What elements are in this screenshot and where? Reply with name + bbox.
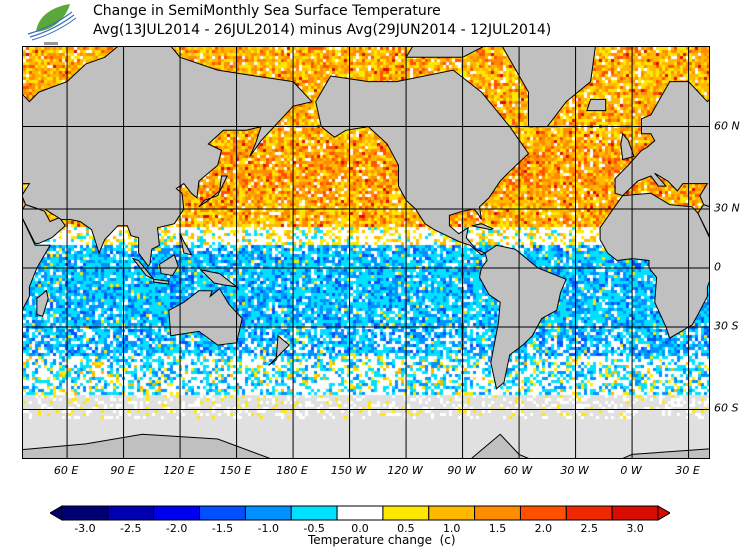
lon-label: 0 W	[620, 464, 642, 477]
chart-title: Change in SemiMonthly Sea Surface Temper…	[93, 3, 441, 19]
colorbar-swatch	[336, 505, 384, 521]
colorbar-label: 2.0	[534, 522, 553, 535]
lon-label: 30 E	[675, 464, 700, 477]
lon-label: 180 E	[276, 464, 308, 477]
land-south-america	[478, 244, 567, 390]
colorbar	[50, 505, 670, 521]
colorbar-label: 3.0	[626, 522, 644, 535]
colorbar-label: 2.5	[580, 522, 598, 535]
land-north-america	[315, 69, 530, 256]
land-eurasia	[614, 81, 709, 207]
colorbar-swatch	[382, 505, 430, 521]
land-arabia	[697, 203, 709, 237]
land-and-grid	[23, 47, 709, 458]
colorbar-arrow-low	[50, 505, 63, 521]
colorbar-label: 1.0	[442, 522, 461, 535]
chart-subtitle: Avg(13JUL2014 - 26JUL2014) minus Avg(29J…	[93, 22, 552, 38]
land-arctic-islands	[405, 47, 484, 58]
land-africa	[23, 218, 51, 310]
colorbar-swatch	[290, 505, 338, 521]
colorbar-label: -3.0	[74, 522, 96, 535]
colorbar-swatch	[244, 505, 292, 521]
lon-label: 60 W	[503, 464, 533, 477]
colorbar-swatch	[474, 505, 521, 521]
lon-label: 120 W	[387, 464, 423, 477]
land-australia	[168, 287, 243, 346]
colorbar-swatch	[199, 505, 246, 521]
lat-label: 0	[714, 260, 721, 274]
colorbar-label: -1.0	[257, 522, 280, 535]
colorbar-title: Temperature change (c)	[308, 533, 456, 547]
lon-label: 30 W	[560, 464, 589, 477]
lat-label: 60 N	[714, 119, 740, 133]
colorbar-swatch	[611, 505, 659, 521]
lon-label: 60 E	[53, 464, 79, 477]
colorbar-swatch	[428, 505, 476, 521]
lat-label: 30 N	[714, 201, 740, 215]
land-madagascar	[36, 289, 49, 318]
land-antarctica	[471, 433, 709, 458]
colorbar-swatch	[61, 505, 109, 521]
colorbar-label: -0.5	[303, 522, 325, 535]
land-antarctica	[23, 433, 271, 458]
land-borneo	[158, 254, 179, 277]
sst-change-map	[22, 46, 710, 459]
colorbar-label: -2.5	[120, 522, 142, 535]
land-eurasia	[23, 47, 313, 267]
colorbar-arrow-high	[657, 505, 670, 521]
colorbar-swatch	[153, 505, 201, 521]
colorbar-swatch	[107, 505, 155, 521]
lat-label: 60 S	[714, 401, 739, 415]
colorbar-swatch	[519, 505, 567, 521]
lat-label: 30 S	[714, 319, 739, 333]
land-new-guinea	[199, 269, 239, 288]
leaf-wave-logo	[27, 4, 77, 45]
lon-label: 120 E	[163, 464, 195, 477]
land-japan	[198, 175, 228, 208]
lon-label: 150 W	[330, 464, 367, 477]
land-new-zealand	[268, 334, 291, 366]
land-africa	[599, 192, 709, 339]
land-iceland	[586, 98, 607, 112]
colorbar-label: 0.0	[351, 522, 369, 535]
colorbar-label: 0.5	[397, 522, 415, 535]
land-cuba	[471, 223, 494, 231]
land-philippines	[179, 233, 193, 256]
land-greenland	[502, 47, 596, 128]
colorbar-swatch	[565, 505, 613, 521]
colorbar-label: 1.5	[488, 522, 507, 535]
land-java	[153, 278, 170, 285]
colorbar-label: -1.5	[211, 522, 234, 535]
lon-label: 90 E	[110, 464, 135, 477]
colorbar-label: -2.0	[165, 522, 188, 535]
lon-label: 90 W	[447, 464, 476, 477]
lon-label: 150 E	[219, 464, 252, 477]
